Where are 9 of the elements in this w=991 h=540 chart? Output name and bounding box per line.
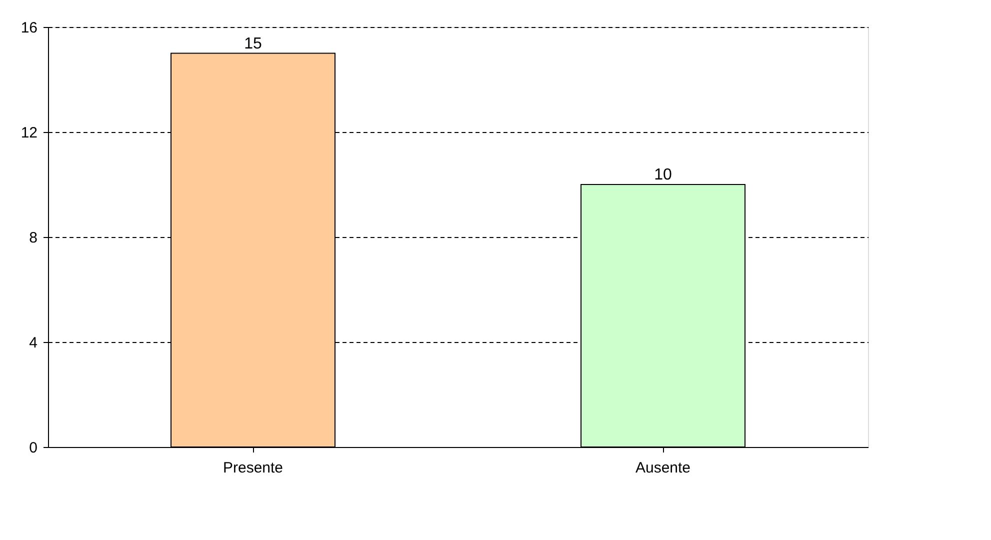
data-label: 15 (244, 35, 262, 52)
x-tick-label: Presente (222, 460, 284, 476)
x-tick-label: Ausente (635, 460, 691, 476)
y-tick-label: 4 (29, 334, 38, 352)
y-tick-label: 16 (20, 20, 38, 36)
y-tick-label: 0 (29, 440, 38, 456)
y-tick-label: 12 (20, 124, 38, 142)
data-label: 10 (654, 166, 672, 184)
y-tick-label: 8 (29, 230, 38, 246)
